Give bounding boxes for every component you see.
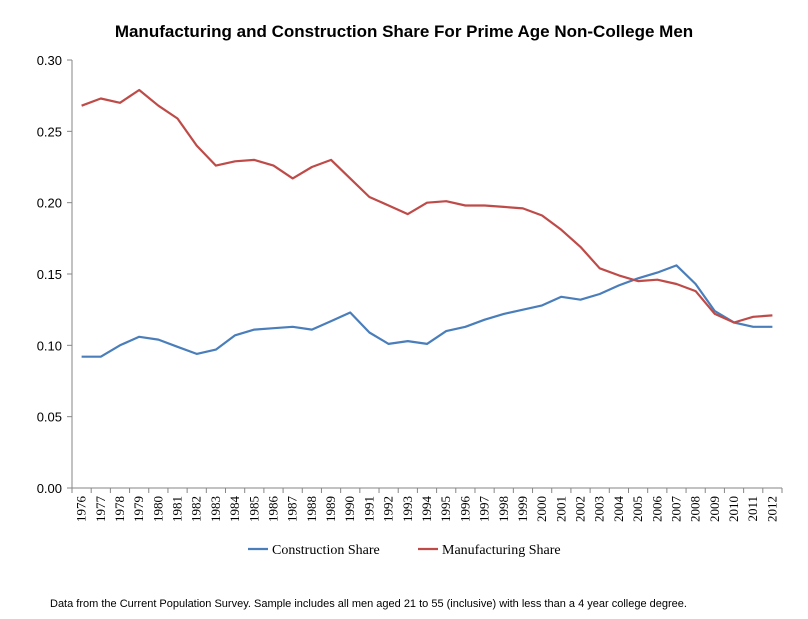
y-tick-label: 0.30 <box>37 53 62 68</box>
x-tick-label: 1987 <box>285 496 300 523</box>
y-tick-label: 0.15 <box>37 267 62 282</box>
legend: Construction Share Manufacturing Share <box>248 543 561 558</box>
x-tick-label: 2004 <box>611 496 626 523</box>
x-tick-label: 1989 <box>323 496 338 522</box>
x-tick-label: 1982 <box>189 496 204 522</box>
x-tick-label: 1990 <box>342 496 357 522</box>
footnote: Data from the Current Population Survey.… <box>50 598 687 610</box>
x-tick-label: 2008 <box>688 496 703 522</box>
legend-label-construction-share: Construction Share <box>272 543 380 558</box>
x-tick-label: 2007 <box>668 496 683 523</box>
x-tick-label: 1993 <box>400 496 415 522</box>
legend-label-manufacturing-share: Manufacturing Share <box>442 543 561 558</box>
x-tick-label: 1986 <box>265 496 280 523</box>
y-tick-label: 0.25 <box>37 124 62 139</box>
x-tick-label: 1979 <box>131 496 146 522</box>
x-tick-label: 2005 <box>630 496 645 522</box>
manufacturing-share-line <box>81 88 773 324</box>
y-tick-label: 0.05 <box>37 410 62 425</box>
x-tick-label: 1977 <box>93 496 108 523</box>
x-tick-label: 1996 <box>457 496 472 523</box>
construction-share-line <box>81 264 773 358</box>
x-tick-label: 2012 <box>764 496 779 522</box>
x-tick-label: 1991 <box>361 496 376 522</box>
y-tick-label: 0.10 <box>37 338 62 353</box>
x-tick-label: 1984 <box>227 496 242 523</box>
x-tick-label: 2002 <box>573 496 588 522</box>
x-tick-label: 2000 <box>534 496 549 522</box>
y-tick-label: 0.00 <box>37 481 62 496</box>
x-tick-label: 1998 <box>496 496 511 522</box>
y-axis: 0.00 0.05 0.10 0.15 0.20 0.25 0.30 <box>37 53 73 496</box>
x-tick-label: 2001 <box>553 496 568 522</box>
x-tick-label: 1981 <box>170 496 185 522</box>
y-tick-label: 0.20 <box>37 196 62 211</box>
x-axis: 1976 1977 1978 1979 1980 1981 1982 1983 1984 1985… <box>71 487 783 523</box>
chart-title: Manufacturing and Construction Share For… <box>115 22 693 41</box>
x-tick-label: 1988 <box>304 496 319 522</box>
series-layer <box>81 88 773 358</box>
x-tick-label: 1992 <box>381 496 396 522</box>
x-tick-label: 2010 <box>726 496 741 522</box>
x-tick-label: 1983 <box>208 496 223 522</box>
x-tick-label: 1980 <box>150 496 165 522</box>
x-tick-label: 2011 <box>745 496 760 522</box>
x-tick-label: 2006 <box>649 496 664 523</box>
x-tick-label: 1976 <box>74 496 89 523</box>
x-tick-label: 1995 <box>438 496 453 522</box>
x-tick-label: 1999 <box>515 496 530 522</box>
x-tick-label: 1978 <box>112 496 127 522</box>
x-tick-label: 1994 <box>419 496 434 523</box>
x-tick-label: 1985 <box>246 496 261 522</box>
x-tick-label: 1997 <box>477 496 492 523</box>
x-tick-label: 2003 <box>592 496 607 522</box>
x-tick-label: 2009 <box>707 496 722 522</box>
